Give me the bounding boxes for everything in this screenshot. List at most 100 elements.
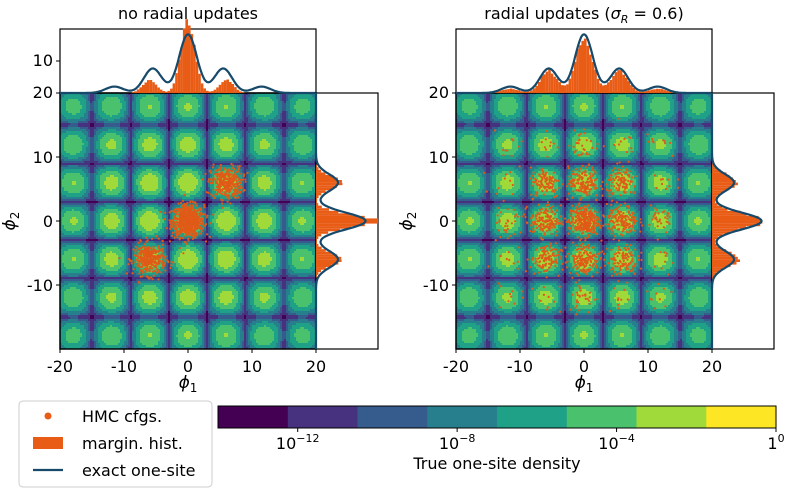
heatmap-cell bbox=[64, 167, 67, 170]
heatmap-cell bbox=[66, 141, 69, 144]
heatmap-cell bbox=[78, 325, 81, 328]
heatmap-cell bbox=[128, 301, 131, 304]
heatmap-cell bbox=[120, 237, 123, 240]
heatmap-cell bbox=[122, 279, 125, 282]
heatmap-cell bbox=[66, 241, 69, 244]
heatmap-cell bbox=[90, 197, 93, 200]
heatmap-cell bbox=[82, 303, 85, 306]
heatmap-cell bbox=[84, 193, 87, 196]
heatmap-cell bbox=[98, 167, 101, 170]
heatmap-cell bbox=[114, 289, 117, 292]
heatmap-cell bbox=[104, 251, 107, 254]
heatmap-cell bbox=[100, 285, 103, 288]
heatmap-cell bbox=[130, 295, 133, 298]
heatmap-cell bbox=[112, 159, 115, 162]
heatmap-cell bbox=[92, 319, 95, 322]
heatmap-cell bbox=[82, 219, 85, 222]
heatmap-cell bbox=[66, 209, 69, 212]
heatmap-cell bbox=[108, 251, 111, 254]
heatmap-cell bbox=[122, 109, 125, 112]
heatmap-cell bbox=[64, 179, 67, 182]
heatmap-cell bbox=[136, 183, 139, 186]
heatmap-cell bbox=[116, 325, 119, 328]
heatmap-cell bbox=[108, 199, 111, 202]
heatmap-cell bbox=[104, 223, 107, 226]
heatmap-cell bbox=[100, 329, 103, 332]
heatmap-cell bbox=[60, 299, 63, 302]
heatmap-cell bbox=[102, 159, 105, 162]
heatmap-cell bbox=[82, 135, 85, 138]
heatmap-cell bbox=[104, 291, 107, 294]
heatmap-cell bbox=[114, 267, 117, 270]
heatmap-cell bbox=[92, 189, 95, 192]
heatmap-cell bbox=[88, 319, 91, 322]
heatmap-cell bbox=[104, 327, 107, 330]
heatmap-cell bbox=[114, 315, 117, 318]
heatmap-cell bbox=[130, 201, 133, 204]
heatmap-cell bbox=[80, 111, 83, 114]
heatmap-cell bbox=[118, 317, 121, 320]
heatmap-cell bbox=[136, 309, 139, 312]
heatmap-cell bbox=[86, 195, 89, 198]
heatmap-cell bbox=[70, 341, 73, 344]
heatmap-cell bbox=[136, 311, 139, 314]
heatmap-cell bbox=[64, 337, 67, 340]
heatmap-cell bbox=[90, 221, 93, 224]
heatmap-cell bbox=[78, 165, 81, 168]
heatmap-cell bbox=[98, 155, 101, 158]
heatmap-cell bbox=[106, 343, 109, 346]
heatmap-cell bbox=[136, 159, 139, 162]
heatmap-cell bbox=[70, 253, 73, 256]
heatmap-cell bbox=[84, 283, 87, 286]
heatmap-cell bbox=[68, 303, 71, 306]
heatmap-cell bbox=[86, 213, 89, 216]
heatmap-cell bbox=[118, 125, 121, 128]
heatmap-cell bbox=[98, 101, 101, 104]
heatmap-cell bbox=[110, 129, 113, 132]
heatmap-cell bbox=[118, 307, 121, 310]
heatmap-cell bbox=[96, 105, 99, 108]
heatmap-cell bbox=[108, 249, 111, 252]
heatmap-cell bbox=[74, 135, 77, 138]
heatmap-cell bbox=[68, 201, 71, 204]
heatmap-cell bbox=[120, 125, 123, 128]
heatmap-cell bbox=[98, 205, 101, 208]
heatmap-cell bbox=[120, 163, 123, 166]
heatmap-cell bbox=[104, 287, 107, 290]
heatmap-cell bbox=[80, 93, 83, 96]
heatmap-cell bbox=[62, 331, 65, 334]
heatmap-cell bbox=[108, 229, 111, 232]
heatmap-cell bbox=[94, 191, 97, 194]
heatmap-cell bbox=[84, 257, 87, 260]
heatmap-cell bbox=[112, 263, 115, 266]
heatmap-cell bbox=[136, 97, 139, 100]
heatmap-cell bbox=[134, 201, 137, 204]
heatmap-cell bbox=[96, 343, 99, 346]
heatmap-cell bbox=[68, 277, 71, 280]
heatmap-cell bbox=[134, 253, 137, 256]
heatmap-cell bbox=[124, 293, 127, 296]
heatmap-cell bbox=[118, 283, 121, 286]
heatmap-cell bbox=[114, 245, 117, 248]
heatmap-cell bbox=[110, 277, 113, 280]
heatmap-cell bbox=[96, 221, 99, 224]
heatmap-cell bbox=[62, 119, 65, 122]
heatmap-cell bbox=[136, 331, 139, 334]
heatmap-cell bbox=[62, 255, 65, 258]
heatmap-cell bbox=[104, 159, 107, 162]
heatmap-cell bbox=[120, 275, 123, 278]
heatmap-cell bbox=[110, 167, 113, 170]
heatmap-cell bbox=[70, 329, 73, 332]
heatmap-cell bbox=[60, 233, 63, 236]
heatmap-cell bbox=[84, 249, 87, 252]
heatmap-cell bbox=[60, 99, 63, 102]
heatmap-cell bbox=[110, 291, 113, 294]
heatmap-cell bbox=[74, 339, 77, 342]
heatmap-cell bbox=[94, 239, 97, 242]
heatmap-cell bbox=[80, 207, 83, 210]
heatmap-cell bbox=[88, 309, 91, 312]
heatmap-cell bbox=[78, 337, 81, 340]
heatmap-cell bbox=[102, 109, 105, 112]
heatmap-cell bbox=[84, 97, 87, 100]
heatmap-cell bbox=[132, 195, 135, 198]
